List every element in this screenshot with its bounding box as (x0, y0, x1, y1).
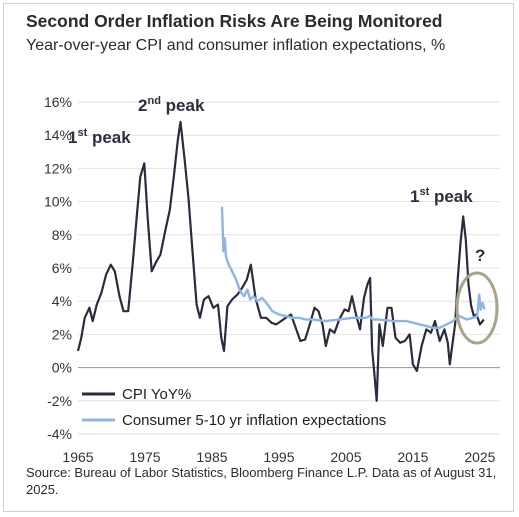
series-line-cpi (76, 120, 485, 402)
y-tick-label: 4% (52, 293, 72, 309)
x-tick-label: 1995 (263, 449, 294, 465)
annotation-question-mark: ? (475, 246, 485, 265)
y-tick-label: 12% (44, 160, 72, 176)
x-tick-label: 2025 (464, 449, 495, 465)
x-tick-label: 1975 (129, 449, 160, 465)
x-tick-label: 1985 (196, 449, 227, 465)
chart-subtitle: Year-over-year CPI and consumer inflatio… (26, 37, 446, 54)
y-tick-label: 14% (44, 127, 72, 143)
series-line-expectations (220, 206, 486, 329)
legend-label-expectations: Consumer 5-10 yr inflation expectations (122, 412, 386, 429)
source-note: Source: Bureau of Labor Statistics, Bloo… (26, 465, 497, 497)
y-tick-label: 0% (52, 360, 72, 376)
highlight-circle (455, 271, 499, 345)
gridlines (78, 101, 500, 435)
annotation-second-peak: 2nd peak (138, 95, 205, 115)
y-axis-ticks: -4% -2% 0% 2% 4% 6% 8% 10% 12% 14% 16% (44, 94, 72, 442)
x-tick-label: 1965 (62, 449, 93, 465)
legend-label-cpi: CPI YoY% (122, 386, 191, 403)
y-tick-label: 10% (44, 194, 72, 210)
chart-frame (3, 3, 514, 512)
y-tick-label: 2% (52, 326, 72, 342)
annotation-first-peak-2020s: 1st peak (410, 186, 473, 206)
y-tick-label: -4% (47, 426, 72, 442)
y-tick-label: 8% (52, 227, 72, 243)
legend: CPI YoY% Consumer 5-10 yr inflation expe… (82, 386, 386, 429)
x-axis-ticks: 1965 1975 1985 1995 2005 2015 2025 (62, 449, 495, 465)
annotation-first-peak-1970s: 1st peak (68, 127, 131, 147)
x-tick-label: 2015 (397, 449, 428, 465)
series-lines (76, 120, 486, 402)
x-tick-label: 2005 (330, 449, 361, 465)
y-tick-label: 16% (44, 94, 72, 110)
y-tick-label: 6% (52, 260, 72, 276)
chart-title: Second Order Inflation Risks Are Being M… (26, 11, 443, 31)
y-tick-label: -2% (47, 393, 72, 409)
